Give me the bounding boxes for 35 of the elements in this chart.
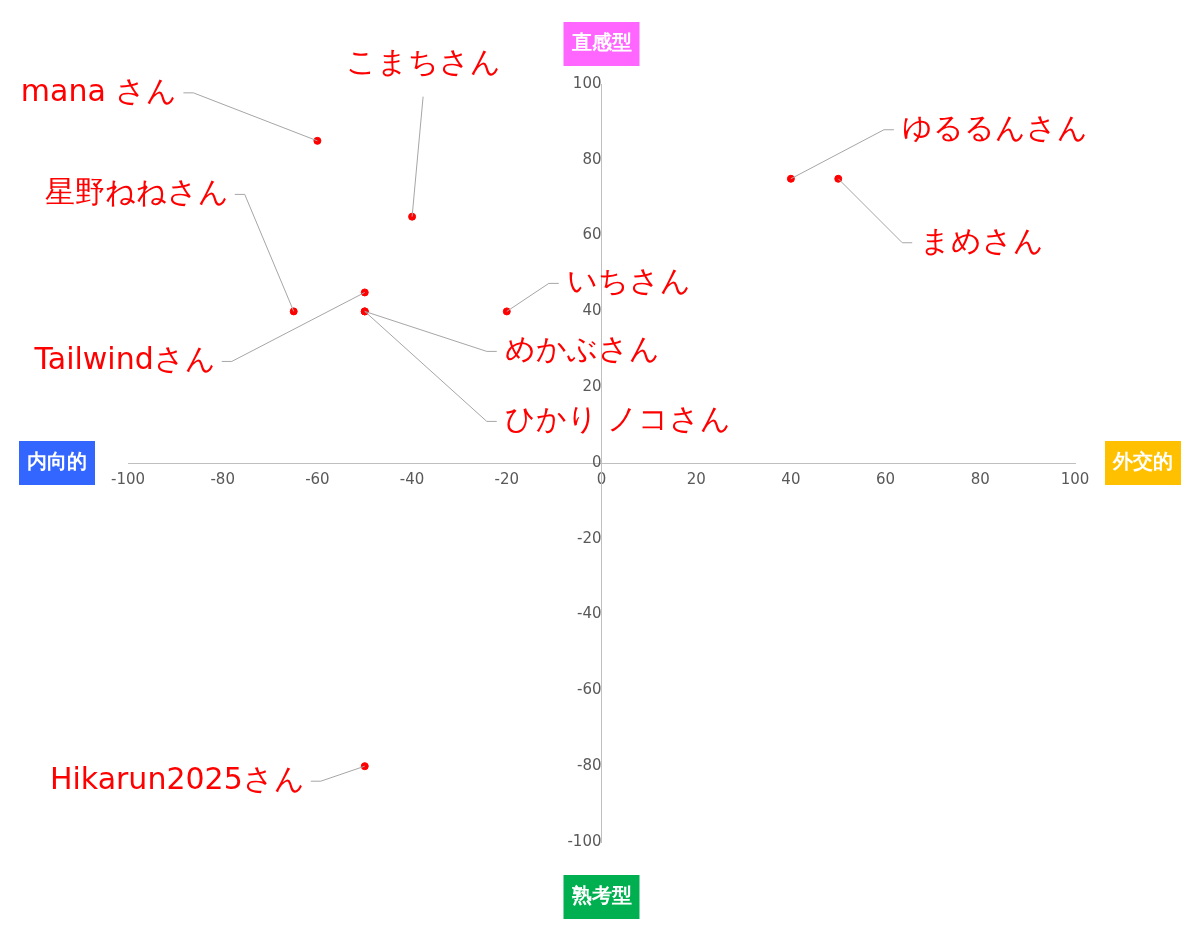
text: 星野ねねさん	[44, 174, 229, 210]
text: ゆるるんさん	[901, 109, 1088, 145]
y-tick-label: -60	[577, 680, 602, 699]
text: 熟考型	[570, 883, 632, 908]
x-tick-label: 20	[686, 469, 706, 488]
x-tick-label: 40	[781, 469, 801, 488]
text: Tailwindさん	[33, 341, 216, 377]
y-tick-label: 80	[582, 149, 602, 168]
y-tick-label: 40	[582, 301, 602, 320]
text: 外交的	[1112, 449, 1173, 474]
y-tick-label: 20	[582, 377, 602, 396]
x-tick-label: -100	[110, 469, 146, 488]
y-tick-label: -20	[577, 528, 602, 547]
y-tick-label: 100	[572, 73, 602, 92]
series-label: いちさん	[566, 263, 691, 299]
x-tick-label: 60	[876, 469, 896, 488]
y-tick-label: 0	[591, 452, 602, 471]
text: こまちさん	[345, 44, 501, 80]
x-tick-label: 80	[970, 469, 990, 488]
text: めかぶさん	[504, 331, 660, 367]
text: mana さん	[20, 72, 178, 108]
x-tick-label: -20	[494, 469, 520, 488]
y-tick-label: -100	[567, 831, 602, 850]
x-tick-label: -60	[305, 469, 330, 488]
series-label: Hikarun2025さん	[49, 761, 305, 796]
x-tick-label: -80	[210, 469, 235, 488]
y-tick-label: -80	[577, 756, 602, 775]
x-tick-label: 100	[1060, 469, 1090, 488]
y-tick-label: 60	[582, 225, 602, 244]
text: 内向的	[27, 449, 87, 474]
text: 直感型	[570, 30, 632, 55]
text: まめさん	[920, 222, 1045, 258]
x-tick-label: -40	[399, 469, 425, 488]
y-tick-label: -40	[577, 604, 602, 623]
text: ひかり ノコさん	[504, 401, 732, 437]
